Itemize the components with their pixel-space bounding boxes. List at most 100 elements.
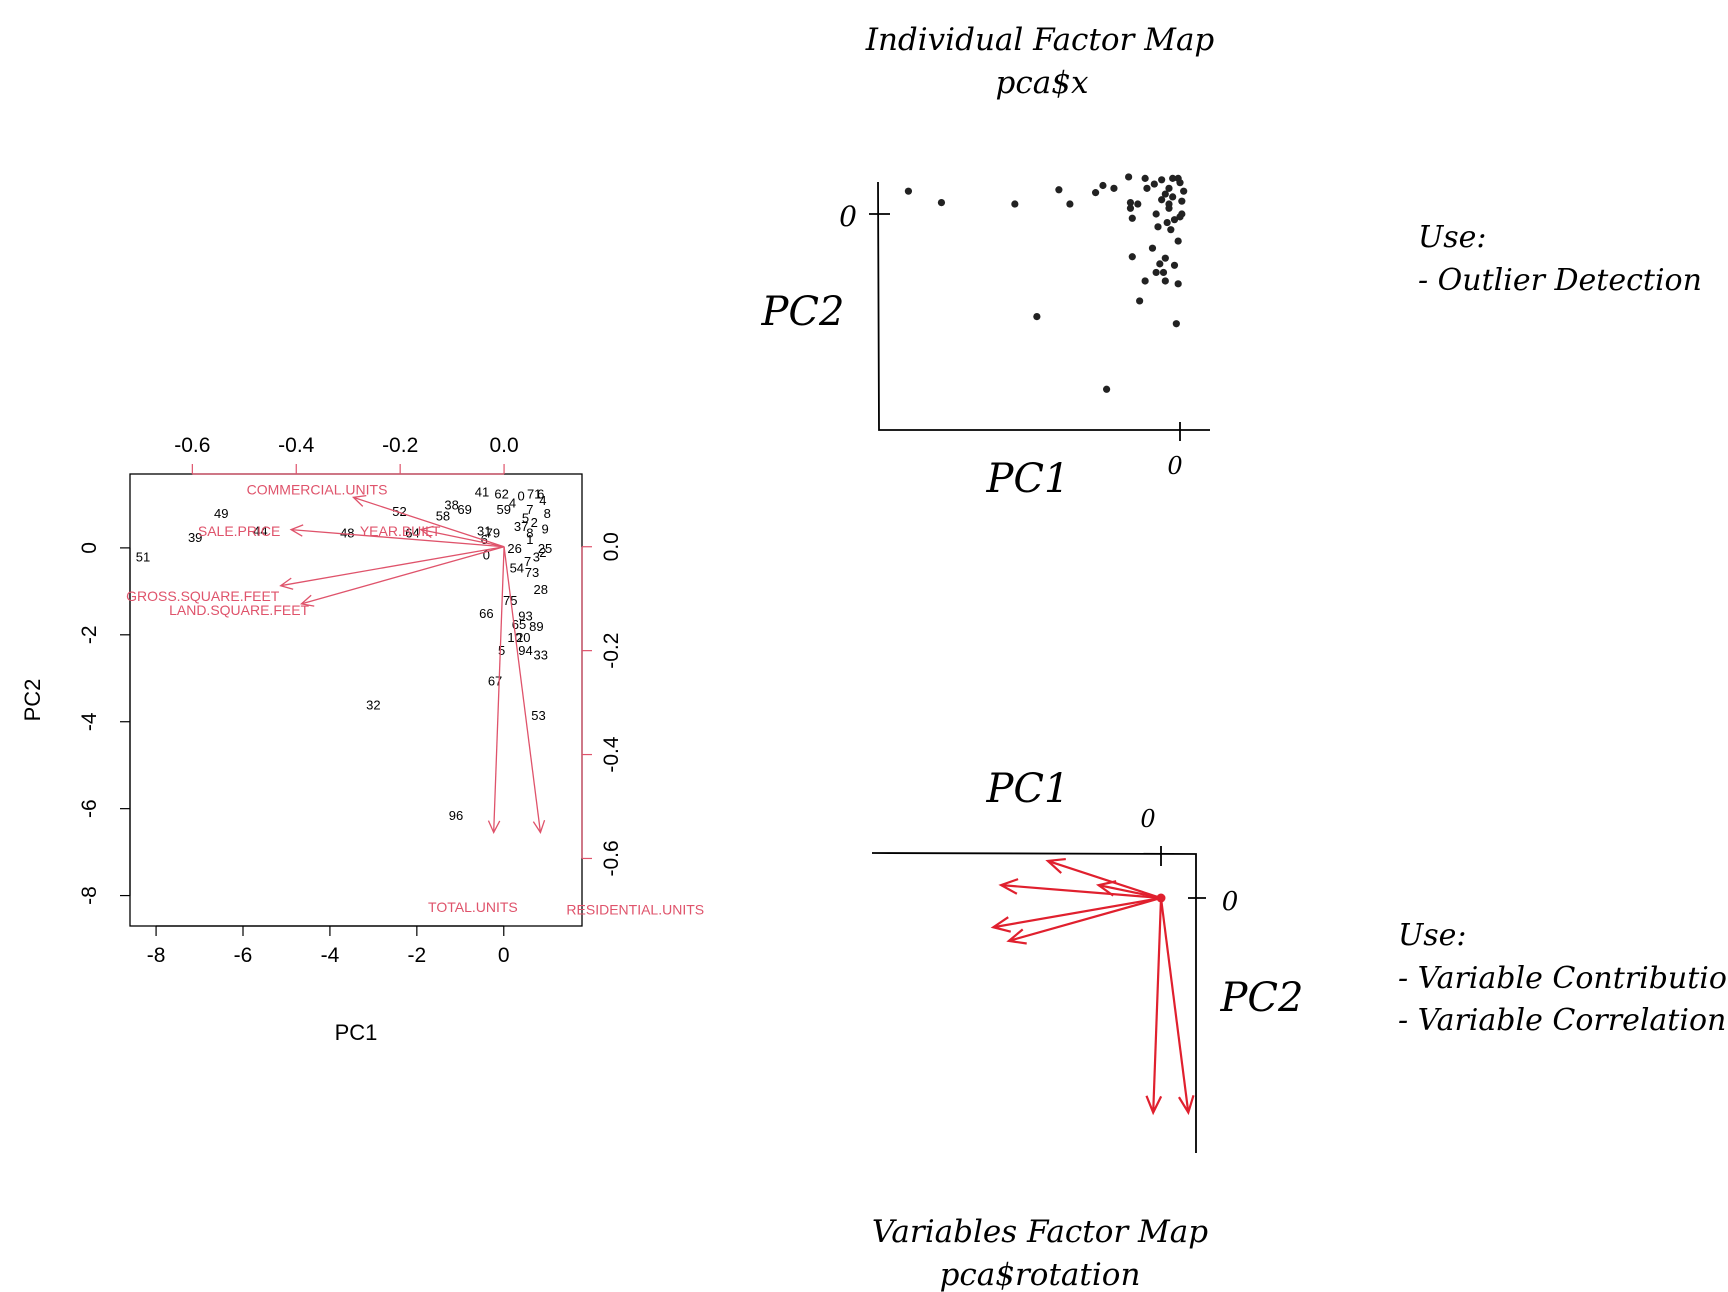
biplot-point-label: 59 xyxy=(497,502,511,517)
individual-map-point xyxy=(1141,277,1149,285)
biplot-point-label: 7 xyxy=(524,554,531,569)
biplot-bottom-tick-label: 0 xyxy=(498,944,510,967)
biplot-top-tick-label: 0.0 xyxy=(489,434,518,457)
biplot-loading-arrow xyxy=(301,546,505,605)
individual-map-point xyxy=(1055,186,1063,194)
individual-map-point xyxy=(1110,184,1118,192)
biplot-point-label: 32 xyxy=(366,697,380,712)
individual-map-point xyxy=(904,187,913,195)
variables-map-arrow xyxy=(1159,897,1190,1113)
biplot-point-label: 69 xyxy=(457,502,471,517)
biplot-point-label: 0 xyxy=(483,547,490,562)
individual-map-point xyxy=(1158,196,1166,204)
individual-map-point xyxy=(1126,199,1135,207)
variables-map-arrowhead xyxy=(1095,880,1117,897)
biplot-loading-arrow xyxy=(493,546,505,833)
biplot-loading-arrowhead xyxy=(289,524,304,537)
biplot-chart: -8 -6 -4 -2 0 -8 -6 -4 -2 0 -0.6 -0.4 -0.2 0.0 0.0 -0.2… xyxy=(20,434,704,1045)
biplot-point-label: 49 xyxy=(214,506,228,521)
biplot-point-label: 2 xyxy=(531,515,538,530)
individual-map-point xyxy=(1091,189,1100,197)
individual-map-point xyxy=(1169,193,1177,201)
variables-map-axes xyxy=(871,852,1197,1153)
individual-map-point xyxy=(1170,261,1179,269)
biplot-point-label: 10 xyxy=(507,630,521,645)
individual-map-point xyxy=(1033,313,1041,321)
individual-map-point xyxy=(1174,280,1182,288)
variables-map-arrowhead xyxy=(1178,1094,1195,1116)
individual-map-point xyxy=(1158,176,1166,184)
biplot-point-label: 4 xyxy=(539,493,546,508)
variables-map-arrow xyxy=(1152,897,1163,1113)
biplot-loading-label: TOTAL.UNITS xyxy=(428,899,518,915)
individual-map-point xyxy=(1125,173,1133,181)
individual-map-point xyxy=(1165,184,1173,192)
biplot-loading-arrowhead xyxy=(300,594,315,607)
individual-map-point xyxy=(1163,218,1171,227)
variables-map-note-title: Use: xyxy=(1398,918,1467,953)
biplot-loading-arrowhead xyxy=(279,577,294,590)
individual-map-point xyxy=(1128,253,1136,261)
individual-map-point xyxy=(1126,204,1135,212)
variables-map-arrows xyxy=(990,857,1195,1116)
variables-map-title: Variables Factor Map xyxy=(872,1214,1208,1250)
individual-map-point xyxy=(1099,181,1107,190)
individual-map-point xyxy=(1156,260,1164,268)
biplot-point-label: 48 xyxy=(340,526,354,541)
biplot-left-tick-label: -8 xyxy=(78,886,101,905)
biplot-point-label: 44 xyxy=(253,524,267,539)
biplot-loading-arrow xyxy=(503,546,542,833)
biplot-loading-label: GROSS.SQUARE.FEET xyxy=(126,588,280,604)
individual-map-point xyxy=(1150,180,1158,188)
biplot-loading-label: RESIDENTIAL.UNITS xyxy=(566,901,704,917)
biplot-y-axis-title: PC2 xyxy=(20,679,45,722)
variables-map-y-zero-label: 0 xyxy=(1222,887,1239,917)
individual-map-point xyxy=(1128,214,1136,222)
individual-map-x-zero-label: 0 xyxy=(1167,452,1182,480)
individual-map-title: Individual Factor Map xyxy=(865,22,1215,58)
biplot-point-label: 54 xyxy=(510,560,524,575)
biplot-right-tick-label: -0.4 xyxy=(600,736,623,773)
biplot-point-label: 5 xyxy=(498,643,505,658)
biplot-point-label: 28 xyxy=(533,582,547,597)
individual-map-point xyxy=(1141,174,1149,182)
individual-map-point xyxy=(1134,200,1142,208)
biplot-point-label: 31 xyxy=(477,524,491,539)
biplot-point-label: 20 xyxy=(516,630,530,645)
individual-factor-map: Individual Factor Map pca$x 0 0 PC2 PC1 … xyxy=(761,22,1702,502)
biplot-point-label: 7 xyxy=(526,502,533,517)
biplot-x-axis-title: PC1 xyxy=(335,1020,378,1045)
biplot-point-label: 96 xyxy=(449,808,463,823)
individual-map-point xyxy=(1170,216,1179,224)
biplot-point-label: 71 xyxy=(527,487,541,502)
individual-map-note-outlier: - Outlier Detection xyxy=(1418,263,1702,298)
biplot-loading-arrows: COMMERCIAL.UNITS SALE.PRICE YEAR.BUILT GROS… xyxy=(126,482,704,918)
biplot-point-label: 89 xyxy=(529,619,543,634)
variables-map-arrowhead xyxy=(1045,857,1066,874)
biplot-point-label: 93 xyxy=(518,608,532,623)
individual-map-point xyxy=(1174,237,1182,245)
individual-map-point xyxy=(1066,200,1074,208)
biplot-point-label: 1 xyxy=(526,532,533,547)
biplot-point-label: 5 xyxy=(522,510,529,525)
biplot-bottom-tick-label: -4 xyxy=(321,944,340,967)
biplot-point-label: 3 xyxy=(533,550,540,565)
variables-map-arrowhead xyxy=(1145,1095,1163,1116)
individual-map-point xyxy=(1152,268,1160,277)
biplot-point-label: 79 xyxy=(486,526,500,541)
variables-map-arrowhead xyxy=(998,878,1019,895)
individual-map-point xyxy=(1161,277,1169,285)
biplot-point-label: 9 xyxy=(541,521,548,536)
biplot-point-label: 64 xyxy=(405,526,419,541)
biplot-loading-arrow xyxy=(291,528,505,548)
biplot-loading-arrow xyxy=(280,546,505,587)
variables-map-subtitle: pca$rotation xyxy=(940,1257,1141,1292)
biplot-point-label: 53 xyxy=(531,708,545,723)
biplot-loading-label: SALE.PRICE xyxy=(198,523,280,539)
individual-map-points xyxy=(904,173,1188,393)
individual-map-point xyxy=(1136,297,1144,305)
variables-map-arrowhead xyxy=(1006,928,1027,945)
individual-map-point xyxy=(1178,197,1186,205)
individual-map-point xyxy=(1103,385,1111,393)
biplot-loading-arrowhead xyxy=(532,819,546,834)
